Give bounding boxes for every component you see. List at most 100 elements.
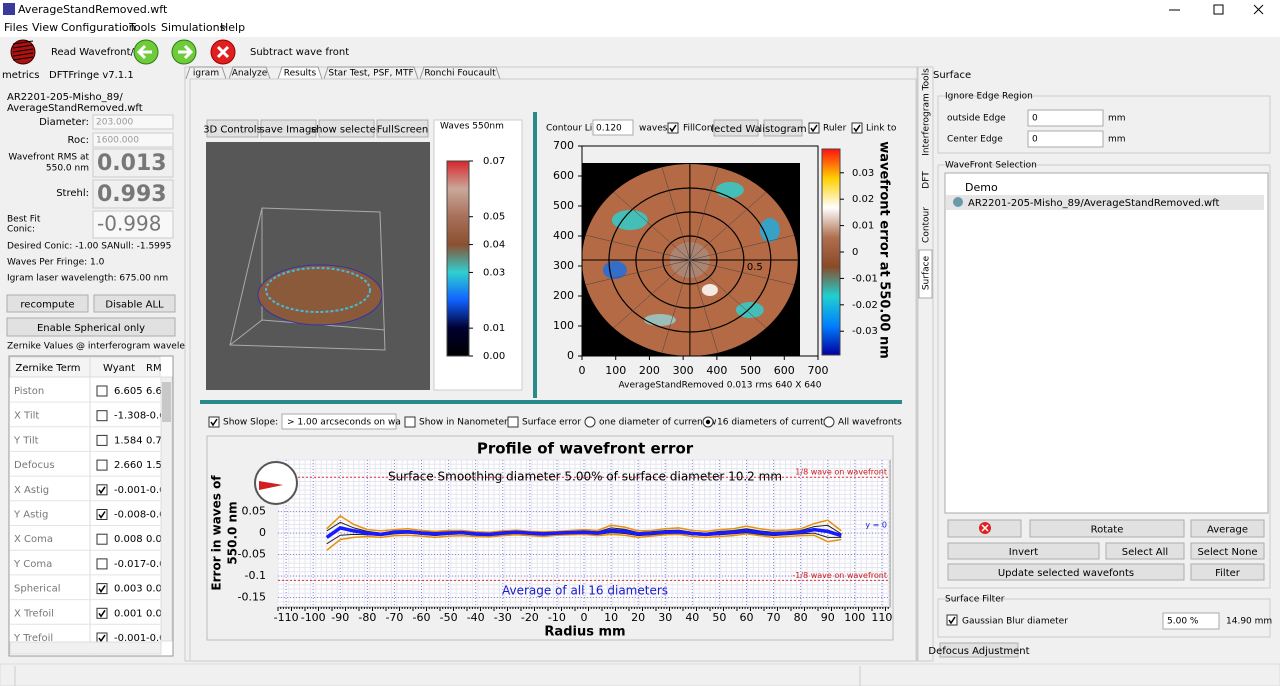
y-tick-label: 600 — [553, 169, 574, 182]
tab-label[interactable]: Results — [284, 69, 317, 79]
button-label[interactable]: Average — [1207, 525, 1248, 536]
tab-label[interactable]: Analyze — [232, 69, 268, 79]
button[interactable] — [947, 563, 1185, 581]
tab-label[interactable]: Ronchi Foucault — [424, 69, 496, 79]
reference-label: 1/8 wave on wavefront — [795, 468, 887, 477]
term-checkbox[interactable] — [96, 533, 108, 545]
menu-item[interactable]: Help — [220, 21, 245, 34]
button-label[interactable]: Enable Spherical only — [37, 323, 145, 334]
button-label[interactable]: save Image — [260, 125, 318, 136]
button[interactable] — [1190, 563, 1265, 581]
group-box — [937, 164, 1271, 589]
spinbox[interactable] — [1027, 130, 1104, 148]
tab-label[interactable]: Star Test, PSF, MTF — [328, 69, 413, 79]
button-label[interactable]: Filter — [1215, 568, 1241, 579]
button[interactable] — [1190, 542, 1265, 560]
button[interactable] — [763, 119, 803, 137]
cell: 6.605 — [114, 386, 143, 397]
menu-item[interactable]: Files — [4, 21, 28, 34]
button-label[interactable]: FullScreen — [377, 125, 428, 136]
button[interactable] — [713, 119, 759, 137]
term-checkbox[interactable] — [96, 509, 108, 520]
button[interactable] — [939, 642, 1019, 658]
button[interactable] — [93, 294, 176, 313]
term-checkbox[interactable] — [96, 558, 108, 570]
maximize-button[interactable] — [1213, 4, 1224, 15]
side-tab-label[interactable]: DFT — [922, 171, 932, 189]
button-label[interactable]: Invert — [1009, 547, 1038, 558]
spinbox[interactable] — [1027, 109, 1104, 127]
label: 550.0 nm — [46, 164, 89, 174]
radio[interactable] — [823, 416, 835, 428]
label: 203.000 — [96, 118, 133, 128]
term-checkbox[interactable] — [96, 434, 108, 446]
checkbox[interactable] — [507, 416, 519, 428]
button-label[interactable]: Update selected wavefonts — [998, 568, 1134, 579]
button[interactable] — [376, 119, 429, 138]
button[interactable] — [318, 119, 375, 138]
dock-tab[interactable]: metrics — [2, 70, 39, 81]
label: Best Fit — [7, 215, 41, 225]
button-label[interactable]: listogram — [759, 124, 806, 135]
icon-stripe — [12, 48, 34, 53]
checkbox[interactable] — [808, 122, 820, 134]
checkbox[interactable] — [208, 416, 220, 428]
list-item[interactable]: AR2201-205-Misho_89/AverageStandRemoved.… — [968, 198, 1219, 209]
x-tick-label: 90 — [821, 611, 835, 624]
button-label[interactable]: Defocus Adjustment — [928, 646, 1029, 657]
button[interactable] — [1190, 519, 1265, 538]
term-checkbox[interactable] — [96, 459, 108, 471]
checkbox[interactable] — [667, 122, 679, 134]
list-item[interactable]: Demo — [965, 181, 998, 194]
button-label[interactable]: Disable ALL — [105, 300, 164, 311]
slope-compass[interactable] — [254, 461, 298, 505]
term-checkbox[interactable] — [96, 583, 108, 595]
button[interactable] — [1029, 519, 1185, 538]
checkbox[interactable] — [851, 122, 863, 134]
term-checkbox[interactable] — [96, 484, 108, 496]
side-tab-label[interactable]: Contour — [922, 207, 932, 243]
button[interactable] — [947, 542, 1100, 560]
tab[interactable] — [323, 66, 419, 80]
button[interactable] — [206, 119, 259, 138]
side-tab-label[interactable]: Surface — [922, 255, 932, 290]
tab[interactable] — [228, 66, 271, 80]
tab[interactable] — [185, 66, 227, 80]
term-checkbox[interactable] — [96, 410, 108, 422]
button-label[interactable]: Select None — [1197, 547, 1257, 558]
tab-label[interactable]: igram — [193, 69, 219, 79]
colorbar-title: Waves 550nm — [440, 122, 504, 132]
spinbox[interactable] — [592, 119, 634, 136]
tab[interactable] — [277, 66, 323, 80]
menu-item[interactable]: Configuration — [61, 21, 136, 34]
side-tab[interactable] — [918, 249, 933, 299]
radio[interactable] — [584, 416, 596, 428]
dropdown[interactable] — [281, 413, 397, 430]
button-label[interactable]: Select All — [1122, 547, 1168, 558]
button-label[interactable]: recompute — [20, 300, 74, 311]
button[interactable] — [6, 294, 89, 313]
tab[interactable] — [419, 66, 501, 80]
menu-item[interactable]: View — [32, 21, 58, 34]
scroll-thumb[interactable] — [162, 382, 171, 422]
button[interactable] — [1105, 542, 1185, 560]
dock-tab[interactable]: DFTFringe v7.1.1 — [49, 70, 134, 81]
checkbox[interactable] — [404, 416, 416, 428]
x-tick-label: 700 — [808, 364, 829, 377]
label: Show Slope: — [223, 418, 278, 428]
button[interactable] — [260, 119, 317, 138]
item-icon — [953, 197, 963, 207]
button[interactable] — [6, 317, 176, 337]
term-checkbox[interactable] — [96, 385, 108, 397]
menu-item[interactable]: Simulations — [161, 21, 226, 34]
button-label[interactable]: 3D Controls — [203, 125, 262, 136]
x-tick-label: -60 — [413, 611, 431, 624]
side-tab-label[interactable]: Interferogram Tools — [922, 68, 932, 156]
menu-item[interactable]: Tools — [128, 21, 156, 34]
spinbox[interactable] — [1162, 612, 1220, 630]
checkbox[interactable] — [946, 614, 958, 626]
button-label[interactable]: show selected — [311, 125, 382, 136]
button-label[interactable]: lected Wa — [711, 124, 760, 135]
button-label[interactable]: Rotate — [1091, 525, 1124, 536]
term-checkbox[interactable] — [96, 607, 108, 619]
